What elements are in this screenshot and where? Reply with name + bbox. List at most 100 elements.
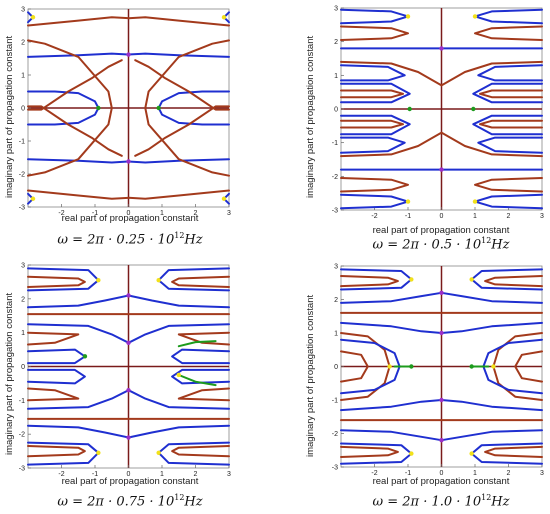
series-line-brown: [479, 89, 543, 99]
marker-yellow: [156, 278, 161, 283]
series-line-brown: [27, 105, 123, 157]
series-line-brown: [514, 350, 543, 383]
panel-2: imaginary part of propagation constant -…: [275, 0, 550, 257]
series-line-blue: [340, 114, 411, 136]
x-axis-label: real part of propagation constant: [372, 225, 510, 236]
y-tick-label: 2: [334, 297, 338, 304]
series-line-blue: [472, 114, 543, 136]
marker-green: [471, 106, 476, 112]
y-tick-label: 0: [334, 364, 338, 371]
x-tick-label: 3: [540, 470, 544, 477]
series-line-brown: [474, 25, 543, 41]
marker-green: [96, 105, 101, 111]
caption-text: ω = 2π · 0.75 · 10: [57, 494, 175, 510]
marker-purple: [126, 52, 131, 57]
series-line-green: [177, 374, 217, 387]
caption-text: ω = 2π · 0.5 · 10: [372, 237, 482, 253]
marker-yellow: [30, 196, 36, 201]
series-line-blue: [340, 136, 406, 154]
caption-text: ω = 2π · 0.25 · 10: [57, 232, 175, 248]
y-tick-label: 0: [334, 107, 338, 114]
series-line-brown: [340, 131, 543, 158]
caption-3: ω = 2π · 0.75 · 1012Hz: [30, 493, 230, 509]
y-tick-label: 0: [21, 364, 25, 371]
marker-yellow: [405, 199, 411, 204]
caption-text: ω = 2π · 1.0 · 10: [372, 494, 482, 510]
marker-yellow: [469, 277, 474, 282]
y-tick-label: 2: [21, 296, 25, 303]
series-line-blue: [171, 348, 230, 365]
marker-purple: [439, 397, 444, 403]
marker-purple: [439, 167, 444, 172]
series-line-brown: [134, 59, 230, 111]
marker-yellow: [491, 364, 496, 369]
y-tick-label: -1: [19, 139, 25, 146]
marker-green: [469, 364, 474, 369]
series-line-brown: [144, 39, 230, 177]
marker-purple: [126, 387, 131, 393]
y-tick-label: -1: [332, 140, 338, 147]
y-tick-label: -1: [332, 398, 338, 405]
marker-yellow: [221, 15, 227, 20]
series-line-brown: [340, 89, 404, 99]
x-axis-label: real part of propagation constant: [372, 476, 510, 487]
panel-3: imaginary part of propagation constant -…: [0, 257, 275, 514]
x-axis-label: real part of propagation constant: [61, 476, 199, 487]
series-line-brown: [479, 119, 543, 129]
x-tick-label: 2: [194, 471, 198, 478]
series-line-brown: [27, 59, 123, 111]
marker-purple: [439, 438, 444, 443]
marker-yellow: [472, 199, 478, 204]
series-line-blue: [477, 136, 543, 154]
series-line-brown: [340, 275, 399, 288]
series-line-green: [177, 340, 217, 348]
series-line-blue: [27, 368, 86, 385]
y-tick-label: 3: [21, 7, 25, 14]
caption-1: ω = 2π · 0.25 · 1012Hz: [30, 231, 230, 247]
series-line-brown: [177, 387, 230, 402]
series-line-brown: [27, 39, 113, 177]
marker-purple: [439, 330, 444, 336]
series-line-brown: [171, 445, 230, 458]
series-line-brown: [484, 275, 543, 288]
marker-purple: [126, 159, 131, 164]
y-tick-label: -3: [332, 208, 338, 215]
marker-yellow: [469, 451, 474, 456]
y-tick-label: -3: [332, 465, 338, 472]
y-tick-label: -3: [19, 205, 25, 212]
x-tick-label: 1: [160, 210, 164, 217]
x-tick-label: 2: [507, 470, 511, 477]
series-line-brown: [171, 275, 230, 288]
marker-purple: [126, 435, 131, 440]
series-line-brown: [27, 16, 230, 27]
y-tick-label: 3: [21, 263, 25, 270]
x-tick-label: 1: [160, 471, 164, 478]
x-tick-label: 2: [507, 213, 511, 220]
x-tick-label: -1: [92, 210, 98, 217]
series-line-brown: [340, 25, 409, 41]
series-line-brown: [27, 387, 80, 402]
series-line-blue: [472, 82, 543, 104]
panel-1: imaginary part of propagation constant -…: [0, 0, 275, 257]
series-line-brown: [27, 445, 86, 458]
series-line-brown: [340, 350, 369, 383]
marker-purple: [439, 46, 444, 51]
marker-purple: [126, 293, 131, 298]
panel-4: imaginary part of propagation constant -…: [275, 257, 550, 514]
x-tick-label: 3: [540, 213, 544, 220]
series-line-brown: [484, 445, 543, 458]
marker-green: [409, 364, 414, 369]
caption-4: ω = 2π · 1.0 · 1012Hz: [341, 493, 541, 509]
caption-2: ω = 2π · 0.5 · 1012Hz: [341, 236, 541, 252]
caption-exponent: 12: [481, 236, 492, 245]
x-tick-label: 0: [440, 213, 444, 220]
y-tick-label: 3: [334, 264, 338, 271]
x-tick-label: 0: [440, 470, 444, 477]
caption-unit: Hz: [491, 237, 510, 253]
x-tick-label: -1: [92, 471, 98, 478]
x-tick-label: 1: [473, 213, 477, 220]
series-line-brown: [340, 177, 409, 193]
y-tick-label: -2: [19, 172, 25, 179]
x-tick-label: 1: [473, 470, 477, 477]
x-tick-label: 0: [127, 471, 131, 478]
